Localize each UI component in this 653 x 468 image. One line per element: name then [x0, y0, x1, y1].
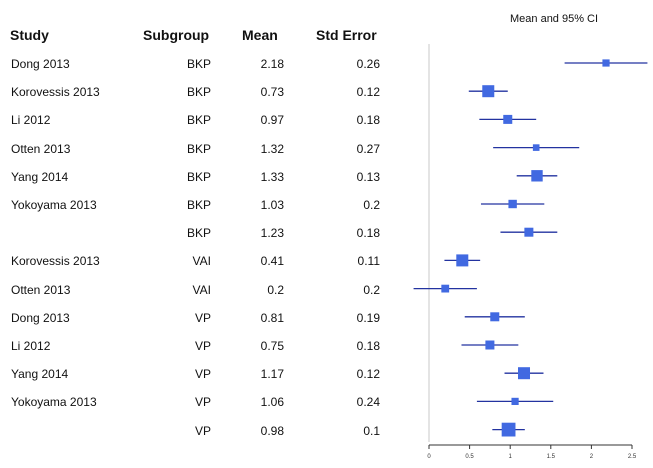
header-study: Study: [10, 27, 49, 43]
subgroup-value: BKP: [186, 169, 211, 184]
std-error-value: 0.11: [357, 254, 380, 269]
mean-marker: [511, 397, 519, 405]
study-name: Korovessis 2013: [11, 85, 100, 100]
header-std-error: Std Error: [316, 27, 377, 43]
mean-value: 0.98: [260, 423, 284, 438]
mean-marker: [456, 254, 469, 267]
mean-marker: [490, 312, 500, 322]
study-name: Korovessis 2013: [11, 254, 100, 269]
mean-value: 1.33: [260, 169, 284, 184]
study-name: Otten 2013: [11, 141, 71, 156]
std-error-value: 0.1: [363, 423, 380, 438]
x-tick-label: 1: [509, 454, 513, 460]
header-mean: Mean: [242, 27, 278, 43]
study-name: Yokoyama 2013: [11, 395, 97, 410]
subgroup-value: BKP: [186, 113, 211, 128]
mean-value: 2.18: [260, 57, 284, 71]
subgroup-value: VP: [194, 310, 211, 325]
study-name: Yang 2014: [11, 169, 69, 184]
std-error-value: 0.18: [356, 226, 380, 241]
mean-marker: [501, 422, 516, 437]
mean-value: 1.17: [260, 367, 284, 382]
x-tick-label: 1.5: [547, 454, 556, 460]
study-name: Yokoyama 2013: [11, 198, 97, 212]
std-error-value: 0.12: [356, 367, 380, 382]
x-tick-label: 0: [427, 454, 431, 460]
subgroup-value: VAI: [192, 282, 211, 297]
mean-value: 0.75: [260, 339, 284, 353]
subgroup-value: VP: [194, 339, 211, 353]
std-error-value: 0.18: [356, 339, 380, 353]
mean-value: 0.2: [267, 282, 284, 297]
study-name: Li 2012: [11, 339, 51, 353]
mean-value: 1.06: [260, 395, 284, 410]
std-error-value: 0.2: [363, 282, 380, 297]
subgroup-value: BKP: [186, 198, 211, 212]
mean-marker: [503, 114, 513, 124]
std-error-value: 0.24: [356, 395, 380, 410]
mean-value: 0.97: [260, 113, 284, 128]
x-tick-label: 2.5: [628, 454, 637, 460]
mean-marker: [602, 59, 610, 67]
study-name: Dong 2013: [11, 57, 70, 71]
study-name: Dong 2013: [11, 310, 70, 325]
mean-value: 0.73: [260, 85, 284, 100]
x-tick-label: 0.5: [465, 454, 474, 460]
mean-value: 0.41: [260, 254, 284, 269]
mean-marker: [524, 227, 534, 237]
std-error-value: 0.26: [356, 57, 380, 71]
subgroup-value: VAI: [192, 254, 211, 269]
mean-marker: [485, 340, 495, 350]
mean-marker: [482, 85, 495, 98]
mean-value: 0.81: [260, 310, 284, 325]
subgroup-value: VP: [194, 423, 211, 438]
header-subgroup: Subgroup: [143, 27, 210, 43]
std-error-value: 0.12: [356, 85, 380, 100]
subgroup-value: VP: [194, 395, 211, 410]
mean-marker: [441, 284, 450, 293]
mean-marker: [531, 170, 543, 182]
subgroup-value: BKP: [186, 57, 211, 71]
mean-marker: [518, 367, 531, 380]
mean-value: 1.23: [260, 226, 284, 241]
subgroup-value: BKP: [186, 226, 211, 241]
mean-marker: [508, 199, 517, 209]
chart-title: Mean and 95% CI: [510, 13, 599, 25]
subgroup-value: VP: [194, 367, 211, 382]
subgroup-value: BKP: [186, 85, 211, 100]
std-error-value: 0.19: [356, 310, 380, 325]
study-name: Otten 2013: [11, 282, 71, 297]
std-error-value: 0.27: [356, 141, 380, 156]
subgroup-value: BKP: [186, 141, 211, 156]
mean-value: 1.03: [260, 198, 284, 212]
std-error-value: 0.2: [363, 198, 380, 212]
std-error-value: 0.18: [356, 113, 380, 128]
study-name: Yang 2014: [11, 367, 69, 382]
x-tick-label: 2: [590, 454, 594, 460]
study-name: Li 2012: [11, 113, 51, 128]
mean-marker: [532, 144, 540, 151]
std-error-value: 0.13: [356, 169, 380, 184]
mean-value: 1.32: [260, 141, 284, 156]
